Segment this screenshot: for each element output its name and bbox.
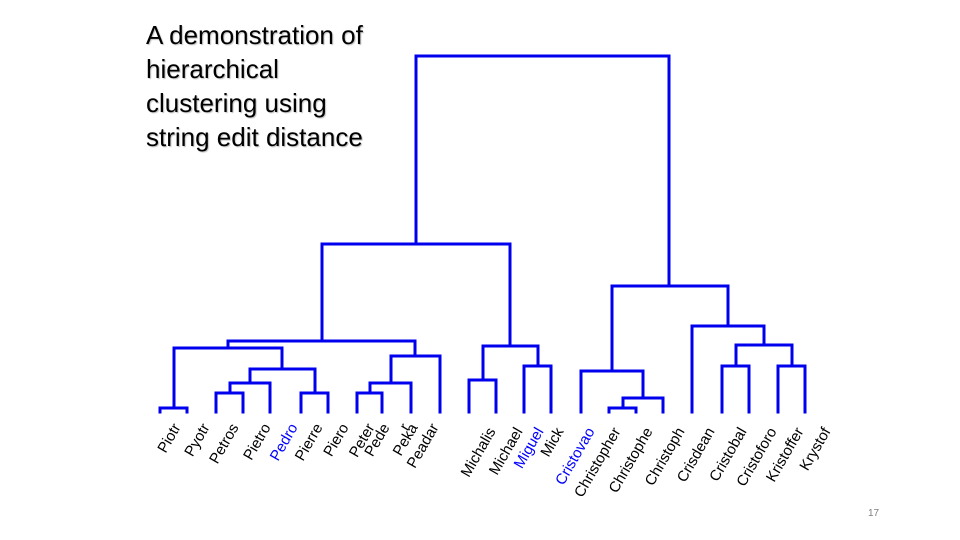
title-line: A demonstration of [146, 20, 363, 50]
title-line: hierarchical [146, 54, 279, 84]
dendrogram-leaf-labels: PiotrPyotrPetrosPietroPedroPierrePieroPe… [154, 420, 835, 500]
title-line: clustering using [146, 88, 327, 118]
leaf-label: Petros [206, 421, 242, 467]
leaf-label: Mick [537, 424, 567, 460]
page-number: 17 [868, 508, 880, 519]
slide-title: A demonstration of hierarchical clusteri… [146, 18, 406, 154]
leaf-label: Piotr [154, 421, 184, 456]
title-line: string edit distance [146, 122, 363, 152]
dendrogram-links [158, 54, 807, 414]
